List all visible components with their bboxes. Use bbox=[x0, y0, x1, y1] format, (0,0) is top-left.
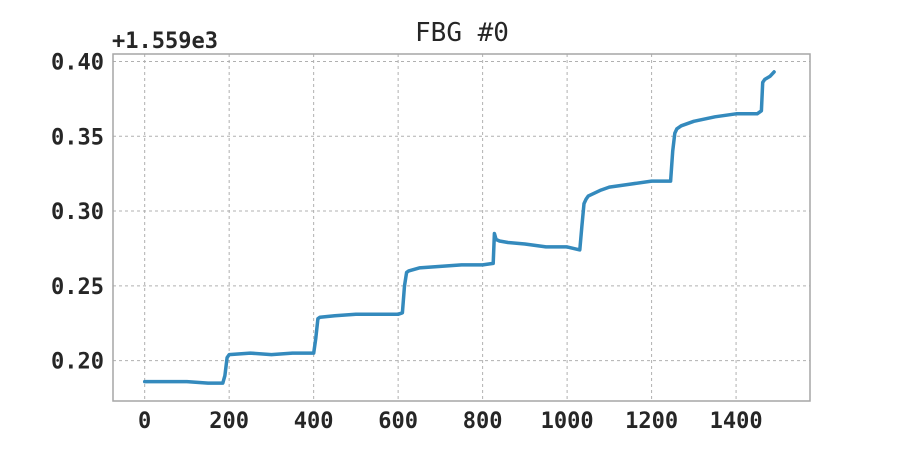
y-tick-label: 0.35 bbox=[51, 125, 104, 150]
y-tick-label: 0.25 bbox=[51, 275, 104, 300]
series-line bbox=[142, 70, 776, 385]
x-tick-label: 600 bbox=[378, 409, 418, 434]
grid-lines bbox=[113, 54, 810, 401]
y-offset-label: +1.559e3 bbox=[112, 29, 218, 54]
plot-frame bbox=[112, 53, 811, 402]
series-layer bbox=[142, 70, 776, 385]
y-tick-label: 0.30 bbox=[51, 200, 104, 225]
x-tick-label: 400 bbox=[294, 409, 334, 434]
y-tick-label: 0.40 bbox=[51, 50, 104, 75]
x-tick-label: 0 bbox=[138, 409, 151, 434]
x-tick-label: 1400 bbox=[710, 409, 763, 434]
x-tick-label: 200 bbox=[209, 409, 249, 434]
y-tick-label: 0.20 bbox=[51, 350, 104, 375]
x-tick-label: 800 bbox=[463, 409, 503, 434]
x-tick-label: 1000 bbox=[541, 409, 594, 434]
chart-title: FBG #0 bbox=[415, 18, 509, 48]
y-tick-labels: 0.20 0.25 0.30 0.35 0.40 bbox=[51, 50, 104, 374]
x-tick-labels: 0 200 400 600 800 1000 1200 1400 bbox=[138, 409, 763, 434]
x-tick-label: 1200 bbox=[625, 409, 678, 434]
